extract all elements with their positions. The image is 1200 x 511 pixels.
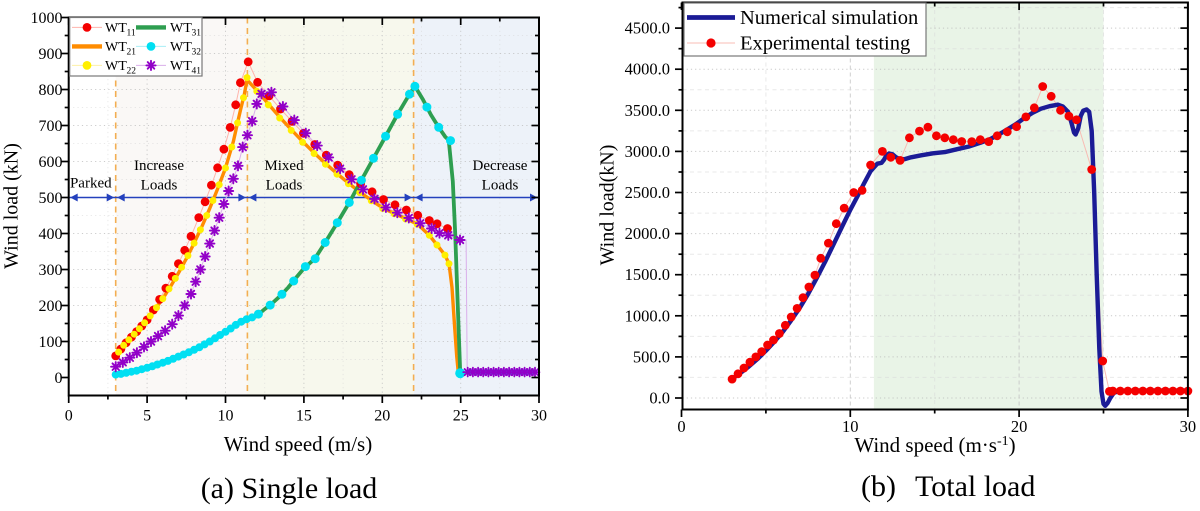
svg-text:500: 500 [39,190,63,207]
svg-text:10: 10 [218,408,234,425]
svg-text:WT: WT [170,21,192,36]
svg-text:800: 800 [39,82,63,99]
svg-text:0: 0 [65,408,73,425]
svg-text:2000.0: 2000.0 [625,224,670,243]
svg-text:1000.0: 1000.0 [625,306,670,325]
svg-text:Loads: Loads [266,178,303,194]
svg-text:WT: WT [105,40,127,55]
svg-text:WT: WT [170,40,192,55]
svg-text:41: 41 [192,67,202,77]
svg-text:400: 400 [39,226,63,243]
svg-text:Parked: Parked [70,175,112,191]
svg-text:600: 600 [39,154,63,171]
svg-text:15: 15 [296,408,312,425]
svg-text:Wind load (kN): Wind load (kN) [1,143,23,269]
svg-text:Loads: Loads [482,178,519,194]
svg-text:Mixed: Mixed [264,158,304,174]
svg-text:Numerical simulation: Numerical simulation [740,7,918,29]
svg-text:0.0: 0.0 [649,389,670,408]
svg-text:Wind speed (m/s): Wind speed (m/s) [224,432,372,456]
svg-text:WT: WT [105,21,127,36]
svg-text:31: 31 [192,29,202,39]
svg-text:100: 100 [39,334,63,351]
svg-text:Decrease: Decrease [473,158,528,174]
svg-text:1000: 1000 [31,10,63,27]
svg-text:700: 700 [39,118,63,135]
svg-text:Loads: Loads [141,178,178,194]
svg-text:4500.0: 4500.0 [625,19,670,38]
svg-text:32: 32 [192,48,202,58]
svg-text:Wind load(kN): Wind load(kN) [597,145,619,266]
svg-text:Wind speed (m·s-1): Wind speed (m·s-1) [854,433,1015,457]
svg-text:4000.0: 4000.0 [625,60,670,79]
svg-text:(a) Single load: (a) Single load [201,472,378,505]
svg-text:11: 11 [127,29,136,39]
svg-text:20: 20 [1011,417,1028,436]
svg-text:0: 0 [677,417,685,436]
svg-text:WT: WT [105,59,127,74]
svg-text:2500.0: 2500.0 [625,183,670,202]
svg-text:Total load: Total load [915,470,1035,503]
svg-text:25: 25 [453,408,469,425]
svg-text:30: 30 [531,408,547,425]
svg-text:200: 200 [39,298,63,315]
svg-text:300: 300 [39,262,63,279]
svg-text:10: 10 [842,417,859,436]
svg-text:5: 5 [143,408,151,425]
svg-text:21: 21 [127,48,137,58]
svg-text:500.0: 500.0 [633,347,670,366]
svg-text:Experimental testing: Experimental testing [740,33,910,55]
svg-text:(b): (b) [861,470,896,503]
svg-text:20: 20 [374,408,390,425]
svg-text:1500.0: 1500.0 [625,265,670,284]
svg-text:900: 900 [39,46,63,63]
svg-text:3000.0: 3000.0 [625,142,670,161]
svg-text:3500.0: 3500.0 [625,101,670,120]
svg-text:WT: WT [170,59,192,74]
svg-text:0: 0 [55,370,63,387]
svg-text:Increase: Increase [134,158,184,174]
svg-text:30: 30 [1180,417,1197,436]
svg-text:22: 22 [127,67,137,77]
